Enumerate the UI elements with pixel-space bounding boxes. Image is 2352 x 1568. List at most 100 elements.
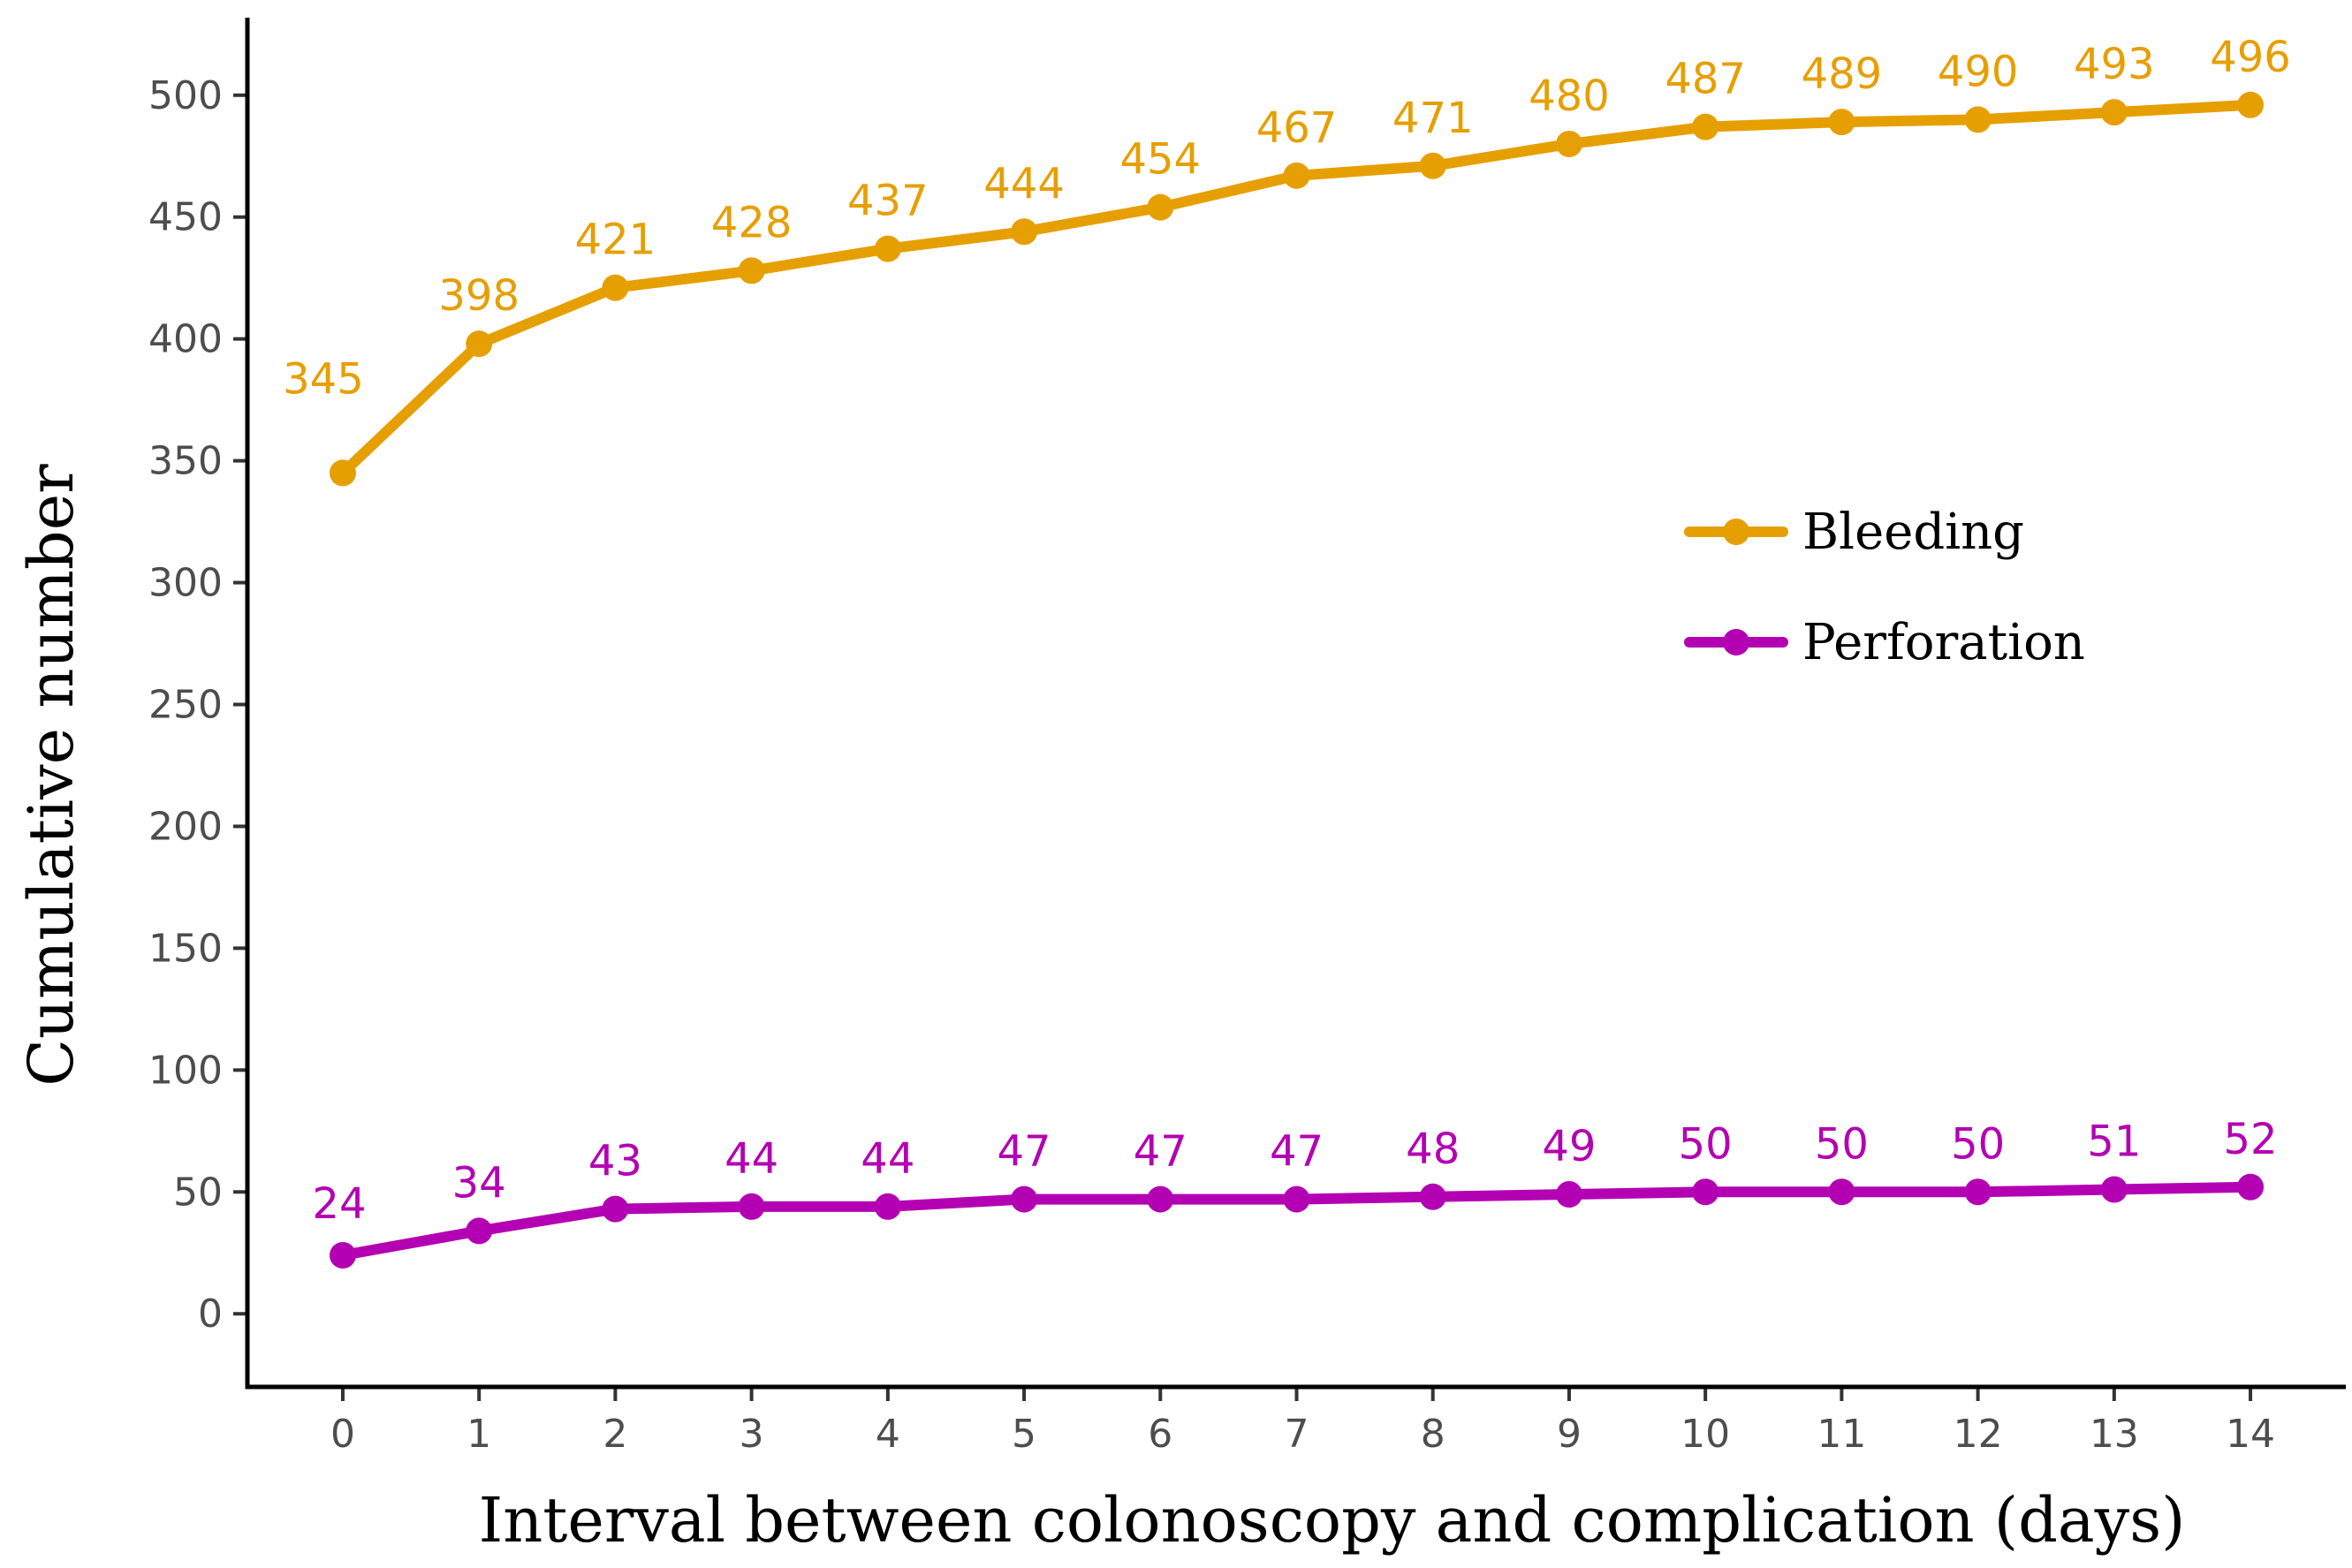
perforation-point	[738, 1193, 765, 1220]
perforation-point	[1147, 1185, 1174, 1213]
x-tick-label: 2	[603, 1412, 627, 1457]
legend-label: Bleeding	[1802, 504, 2024, 561]
x-tick-label: 13	[2090, 1412, 2139, 1457]
perforation-data-label: 34	[452, 1158, 506, 1208]
perforation-point	[602, 1195, 629, 1223]
y-tick-label: 350	[148, 439, 223, 484]
legend-item-bleeding: Bleeding	[1684, 504, 2024, 561]
perforation-point	[2237, 1173, 2265, 1201]
bleeding-point	[602, 274, 629, 301]
perforation-data-label: 52	[2224, 1115, 2278, 1164]
perforation-data-label: 50	[1815, 1119, 1869, 1169]
perforation-point	[329, 1242, 356, 1269]
x-axis-title: Interval between colonoscopy and complic…	[479, 1484, 2186, 1557]
x-tick-label: 11	[1817, 1412, 1866, 1457]
bleeding-data-label: 437	[847, 177, 929, 226]
y-tick-label: 0	[198, 1292, 223, 1337]
bleeding-point	[329, 459, 356, 487]
x-tick-label: 12	[1954, 1412, 2003, 1457]
x-tick-label: 4	[876, 1412, 900, 1457]
bleeding-point	[1011, 218, 1038, 246]
bleeding-point	[874, 235, 901, 262]
perforation-point	[1283, 1185, 1310, 1213]
bleeding-data-label: 490	[1938, 47, 2019, 96]
y-tick-label: 100	[148, 1048, 223, 1093]
legend-label: Perforation	[1802, 614, 2085, 671]
series-perforation: 24 34 43 44 44 47 47 47 48 49 50 50 50 51 52	[312, 1115, 2278, 1269]
perforation-data-label: 48	[1406, 1125, 1460, 1174]
bleeding-data-label: 398	[438, 271, 520, 321]
bleeding-data-label: 471	[1392, 94, 1474, 143]
x-tick-label: 5	[1012, 1412, 1036, 1457]
y-axis-title: Cumulative number	[15, 464, 87, 1087]
y-tick-label: 200	[148, 804, 223, 849]
series-bleeding: 345 398 421 428 437 444 454 467 471 480 487 489 490 4…	[283, 33, 2291, 487]
perforation-data-label: 44	[725, 1134, 778, 1184]
perforation-point	[874, 1193, 901, 1220]
perforation-point	[1011, 1185, 1038, 1213]
bleeding-data-label: 489	[1802, 49, 1883, 99]
perforation-point	[1692, 1178, 1719, 1206]
bleeding-point	[1283, 162, 1310, 189]
series-layer: 345 398 421 428 437 444 454 467 471 480 487 489 490 4…	[283, 33, 2291, 1269]
y-axis-ticks: 0 50 100 150 200 250 300 350 400 450 500	[148, 73, 247, 1337]
bleeding-data-label: 454	[1119, 135, 1201, 185]
perforation-data-label: 47	[1270, 1127, 1324, 1177]
bleeding-data-label: 467	[1256, 103, 1338, 153]
bleeding-line	[337, 99, 2257, 479]
bleeding-point	[738, 257, 765, 284]
perforation-point	[1555, 1181, 1582, 1208]
legend-item-perforation: Perforation	[1684, 614, 2085, 671]
y-tick-label: 500	[148, 73, 223, 118]
bleeding-data-label: 421	[575, 216, 656, 265]
bleeding-data-label: 345	[283, 354, 364, 404]
bleeding-point	[2100, 99, 2128, 126]
perforation-point	[1828, 1178, 1855, 1206]
x-tick-label: 8	[1421, 1412, 1445, 1457]
bleeding-point	[466, 330, 493, 358]
perforation-data-label: 47	[1134, 1127, 1187, 1177]
bleeding-data-label: 493	[2074, 40, 2155, 89]
bleeding-data-label: 428	[711, 198, 793, 247]
perforation-data-label: 24	[312, 1179, 366, 1229]
x-tick-label: 3	[740, 1412, 764, 1457]
perforation-data-label: 50	[1951, 1119, 2005, 1169]
perforation-data-label: 51	[2087, 1117, 2141, 1167]
bleeding-data-label: 487	[1665, 55, 1746, 104]
perforation-data-label: 43	[588, 1137, 642, 1186]
x-tick-label: 6	[1148, 1412, 1172, 1457]
y-tick-label: 300	[148, 561, 223, 606]
perforation-data-label: 44	[861, 1134, 914, 1184]
x-tick-label: 14	[2226, 1412, 2275, 1457]
y-tick-label: 50	[173, 1170, 223, 1215]
bleeding-data-label: 480	[1529, 72, 1610, 121]
bleeding-point	[1964, 106, 1992, 133]
x-tick-label: 0	[330, 1412, 355, 1457]
bleeding-point	[1147, 193, 1174, 221]
bleeding-point	[1555, 130, 1582, 157]
perforation-data-label: 47	[998, 1127, 1051, 1177]
bleeding-point	[1828, 109, 1855, 136]
x-tick-label: 10	[1681, 1412, 1730, 1457]
bleeding-data-label: 444	[983, 159, 1065, 208]
bleeding-point	[1419, 152, 1446, 179]
bleeding-point	[1692, 113, 1719, 140]
legend-swatch-point	[1723, 629, 1749, 655]
perforation-point	[2100, 1176, 2128, 1203]
legend-swatch-point	[1723, 519, 1749, 545]
x-tick-label: 9	[1557, 1412, 1582, 1457]
perforation-point	[466, 1217, 493, 1245]
perforation-data-label: 49	[1542, 1122, 1596, 1171]
perforation-point	[1964, 1178, 1992, 1206]
x-tick-label: 7	[1285, 1412, 1309, 1457]
y-tick-label: 250	[148, 683, 223, 728]
bleeding-point	[2237, 91, 2265, 118]
x-axis-ticks: 0 1 2 3 4 5 6 7 8 9 10 11 12 13 14	[330, 1387, 2275, 1457]
y-tick-label: 150	[148, 926, 223, 971]
bleeding-data-label: 496	[2210, 33, 2291, 82]
perforation-point	[1419, 1183, 1446, 1210]
y-tick-label: 400	[148, 317, 223, 362]
x-tick-label: 1	[467, 1412, 491, 1457]
perforation-data-label: 50	[1679, 1119, 1733, 1169]
